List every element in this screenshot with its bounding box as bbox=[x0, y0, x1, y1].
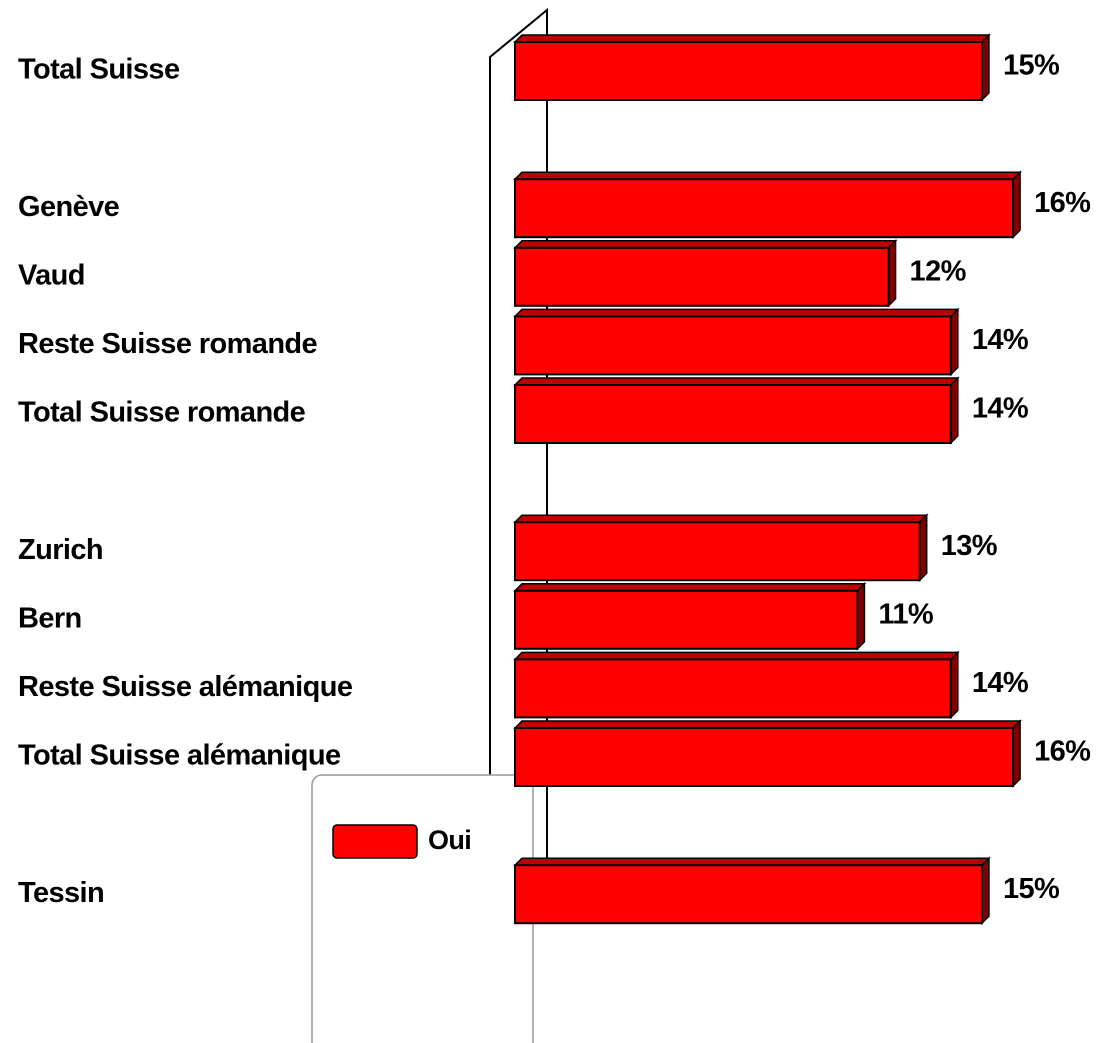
bar bbox=[514, 246, 890, 307]
value-label: 14% bbox=[972, 324, 1029, 356]
bar-top bbox=[513, 583, 867, 592]
bar bbox=[514, 589, 859, 650]
bar-top bbox=[513, 240, 898, 249]
category-label: Bern bbox=[18, 602, 82, 634]
bar-top bbox=[513, 34, 991, 43]
bar-side bbox=[856, 581, 866, 651]
bar bbox=[514, 315, 952, 376]
bar bbox=[514, 658, 952, 719]
bar-side bbox=[950, 650, 959, 720]
bar-side bbox=[887, 238, 897, 308]
value-label: 11% bbox=[878, 598, 933, 630]
category-label: Reste Suisse alémanique bbox=[18, 671, 353, 703]
bar-side bbox=[950, 307, 959, 377]
bar bbox=[514, 178, 1015, 239]
value-label: 13% bbox=[941, 530, 998, 562]
value-label: 16% bbox=[1034, 736, 1091, 768]
bar-top bbox=[513, 377, 960, 386]
bar-side bbox=[918, 513, 928, 583]
bar-side bbox=[1012, 719, 1021, 788]
bar-top bbox=[513, 514, 929, 523]
bar-side bbox=[950, 376, 959, 445]
category-label: Total Suisse bbox=[18, 54, 180, 86]
bar bbox=[514, 727, 1015, 787]
bar bbox=[514, 41, 983, 101]
bar-top bbox=[513, 651, 960, 661]
bar bbox=[514, 384, 952, 444]
legend-label: Oui bbox=[428, 825, 471, 855]
category-label: Genève bbox=[18, 191, 120, 223]
category-label: Reste Suisse romande bbox=[18, 328, 318, 360]
bar bbox=[514, 864, 983, 925]
category-label: Vaud bbox=[18, 259, 85, 291]
legend-swatch bbox=[332, 824, 418, 859]
category-label: Total Suisse alémanique bbox=[18, 740, 341, 772]
category-label: Total Suisse romande bbox=[18, 397, 306, 429]
value-label: 15% bbox=[1003, 873, 1060, 905]
value-label: 12% bbox=[910, 255, 967, 287]
bar-side bbox=[1012, 170, 1021, 240]
value-label: 16% bbox=[1034, 187, 1091, 219]
value-label: 15% bbox=[1003, 50, 1060, 82]
bar-side bbox=[981, 33, 990, 102]
bar-side bbox=[981, 856, 990, 926]
bar-top bbox=[513, 308, 960, 318]
value-label: 14% bbox=[972, 667, 1029, 699]
category-label: Zurich bbox=[18, 534, 103, 566]
bar bbox=[514, 521, 921, 582]
bar-top bbox=[513, 857, 991, 866]
bar-top bbox=[513, 720, 1022, 729]
category-label: Tessin bbox=[18, 877, 104, 909]
bar-top bbox=[513, 171, 1022, 180]
value-label: 14% bbox=[972, 393, 1029, 425]
legend-box bbox=[311, 774, 534, 1043]
